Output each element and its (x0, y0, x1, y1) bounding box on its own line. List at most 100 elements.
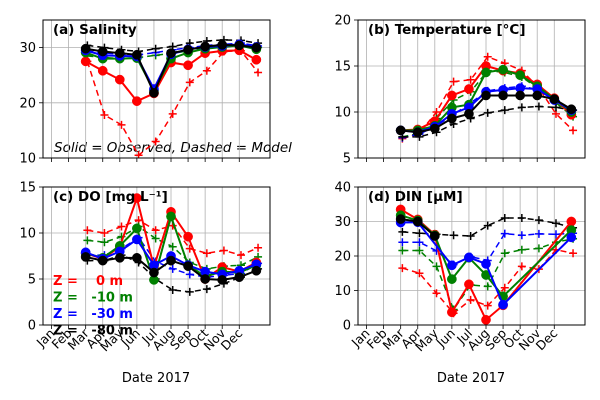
model-point (151, 226, 160, 235)
observed-point (515, 70, 525, 81)
observed-point (200, 41, 210, 52)
depth-legend: Z = 0 m Z = -10 mZ = -30 m Z = -80 m (53, 274, 133, 339)
y-tick-label: 0 (28, 319, 36, 334)
y-tick-label: 20 (334, 14, 351, 29)
plot-area (395, 52, 578, 143)
model-point (432, 262, 441, 271)
y-tick-label: 20 (19, 96, 36, 111)
model-point (151, 44, 160, 53)
observed-point (114, 252, 125, 263)
plot-area (395, 204, 578, 325)
model-point (415, 238, 424, 247)
model-point (236, 251, 245, 260)
y-tick-label: 20 (334, 250, 351, 265)
observed-point (532, 90, 543, 101)
model-point (500, 106, 509, 115)
model-point (432, 289, 441, 298)
model-point (83, 226, 92, 235)
y-tick-label: 30 (334, 215, 351, 230)
model-point (466, 295, 475, 304)
y-tick-label: 15 (334, 60, 351, 75)
model-point (185, 287, 194, 296)
model-point (168, 242, 177, 251)
observed-point (183, 60, 193, 71)
observed-point (97, 255, 108, 266)
model-point (398, 227, 407, 236)
model-point (534, 244, 543, 253)
observed-point (447, 90, 457, 101)
observed-point (132, 96, 142, 106)
model-point (415, 246, 424, 255)
model-point (551, 103, 560, 112)
chart-panel-3: 051015JanFebMarAprMayJunJulAugSepOctNovD… (19, 181, 271, 354)
observed-point (395, 214, 406, 224)
panel-title: (d) DIN [μM] (368, 189, 463, 205)
observed-point (234, 40, 245, 51)
model-point (100, 238, 109, 247)
observed-point (132, 49, 142, 60)
model-point (415, 229, 424, 238)
model-point (168, 109, 177, 118)
observed-point (132, 234, 142, 245)
observed-point (412, 127, 423, 138)
observed-point (183, 44, 193, 55)
model-point (415, 269, 424, 278)
model-point (500, 214, 509, 223)
observed-point (80, 43, 91, 54)
observed-point (498, 90, 508, 101)
model-point (466, 231, 475, 240)
observed-point (166, 211, 176, 222)
model-point (185, 270, 194, 279)
y-tick-label: 5 (28, 273, 36, 288)
model-point (168, 286, 177, 295)
panel-title: (a) Salinity (53, 22, 137, 38)
observed-point (251, 54, 262, 65)
x-tick-label: Jun (433, 326, 458, 351)
observed-point (183, 231, 193, 242)
model-point (202, 249, 211, 258)
model-point (500, 229, 509, 238)
axes-frame (42, 186, 271, 326)
observed-point (447, 113, 457, 124)
model-point (551, 219, 560, 228)
plot-area (80, 193, 263, 296)
model-point (534, 216, 543, 225)
x-axis-label-right: Date 2017 (437, 371, 505, 386)
observed-point (166, 255, 176, 266)
observed-point (447, 307, 457, 318)
model-point (398, 238, 407, 247)
model-point (500, 249, 509, 258)
x-tick-label: Dec (533, 325, 561, 353)
observed-point (251, 42, 262, 53)
observed-point (412, 216, 423, 227)
model-point (202, 285, 211, 294)
observed-point (97, 46, 108, 57)
observed-point (566, 232, 577, 243)
y-tick-label: 15 (19, 181, 36, 196)
depth-legend-entry: Z = -80 m (53, 324, 133, 339)
observed-point (549, 94, 560, 104)
model-point (483, 108, 492, 117)
observed-point (447, 260, 457, 271)
model-point (517, 214, 526, 223)
observed-point (498, 299, 508, 310)
model-point (151, 234, 160, 243)
model-point (449, 77, 458, 86)
model-point (551, 230, 560, 239)
model-point (466, 75, 475, 84)
model-point (534, 229, 543, 238)
observed-point (80, 252, 91, 262)
model-point (398, 264, 407, 273)
observed-point (429, 231, 440, 241)
y-tick-label: 10 (334, 284, 351, 299)
model-point (117, 120, 126, 129)
model-point (517, 262, 526, 271)
observed-point (429, 123, 440, 134)
observed-point (481, 90, 491, 101)
model-point (449, 231, 458, 240)
model-point (483, 221, 492, 230)
observed-point (251, 265, 262, 276)
observed-point (566, 104, 577, 115)
model-point (517, 103, 526, 112)
